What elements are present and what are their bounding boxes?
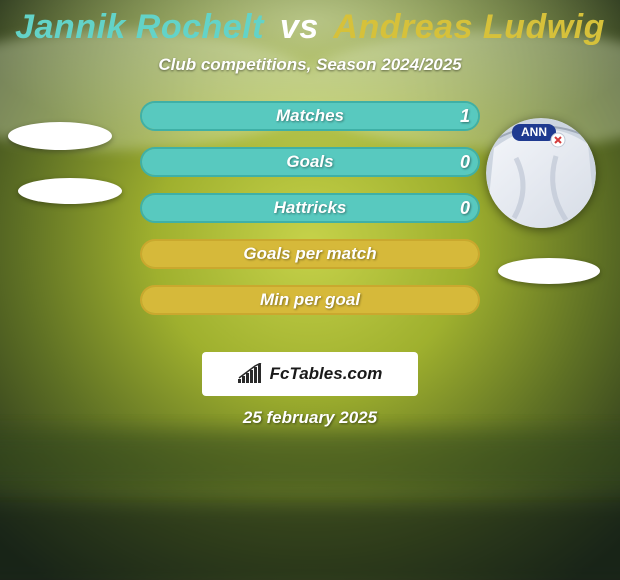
page-title: Jannik Rochelt vs Andreas Ludwig [0, 0, 620, 47]
stat-pill: Goals per match [140, 239, 480, 269]
stat-label: Goals per match [142, 241, 478, 267]
stat-pill: Goals [140, 147, 480, 177]
logo-bars-icon [238, 363, 264, 385]
stat-value-right: 0 [460, 193, 470, 223]
stat-label: Goals [142, 149, 478, 175]
stat-row-goals: Goals 0 [0, 147, 620, 177]
stat-row-gpm: Goals per match [0, 239, 620, 269]
vs-text: vs [280, 8, 319, 46]
stat-label: Hattricks [142, 195, 478, 221]
stat-value-right: 1 [460, 101, 470, 131]
stat-row-hattricks: Hattricks 0 [0, 193, 620, 223]
stat-row-matches: Matches 1 [0, 101, 620, 131]
player1-name: Jannik Rochelt [15, 8, 264, 46]
stat-value-right: 0 [460, 147, 470, 177]
stat-pill: Hattricks [140, 193, 480, 223]
subtitle: Club competitions, Season 2024/2025 [0, 55, 620, 75]
fctables-logo: FcTables.com [202, 352, 418, 396]
stat-label: Matches [142, 103, 478, 129]
date-text: 25 february 2025 [0, 408, 620, 428]
stat-label: Min per goal [142, 287, 478, 313]
logo-text: FcTables.com [270, 364, 383, 384]
stat-pill: Min per goal [140, 285, 480, 315]
stats-stage: Matches 1 Goals 0 Hattricks 0 Goals per … [0, 101, 620, 315]
stat-row-mpg: Min per goal [0, 285, 620, 315]
stat-pill: Matches [140, 101, 480, 131]
player2-name: Andreas Ludwig [333, 8, 604, 46]
